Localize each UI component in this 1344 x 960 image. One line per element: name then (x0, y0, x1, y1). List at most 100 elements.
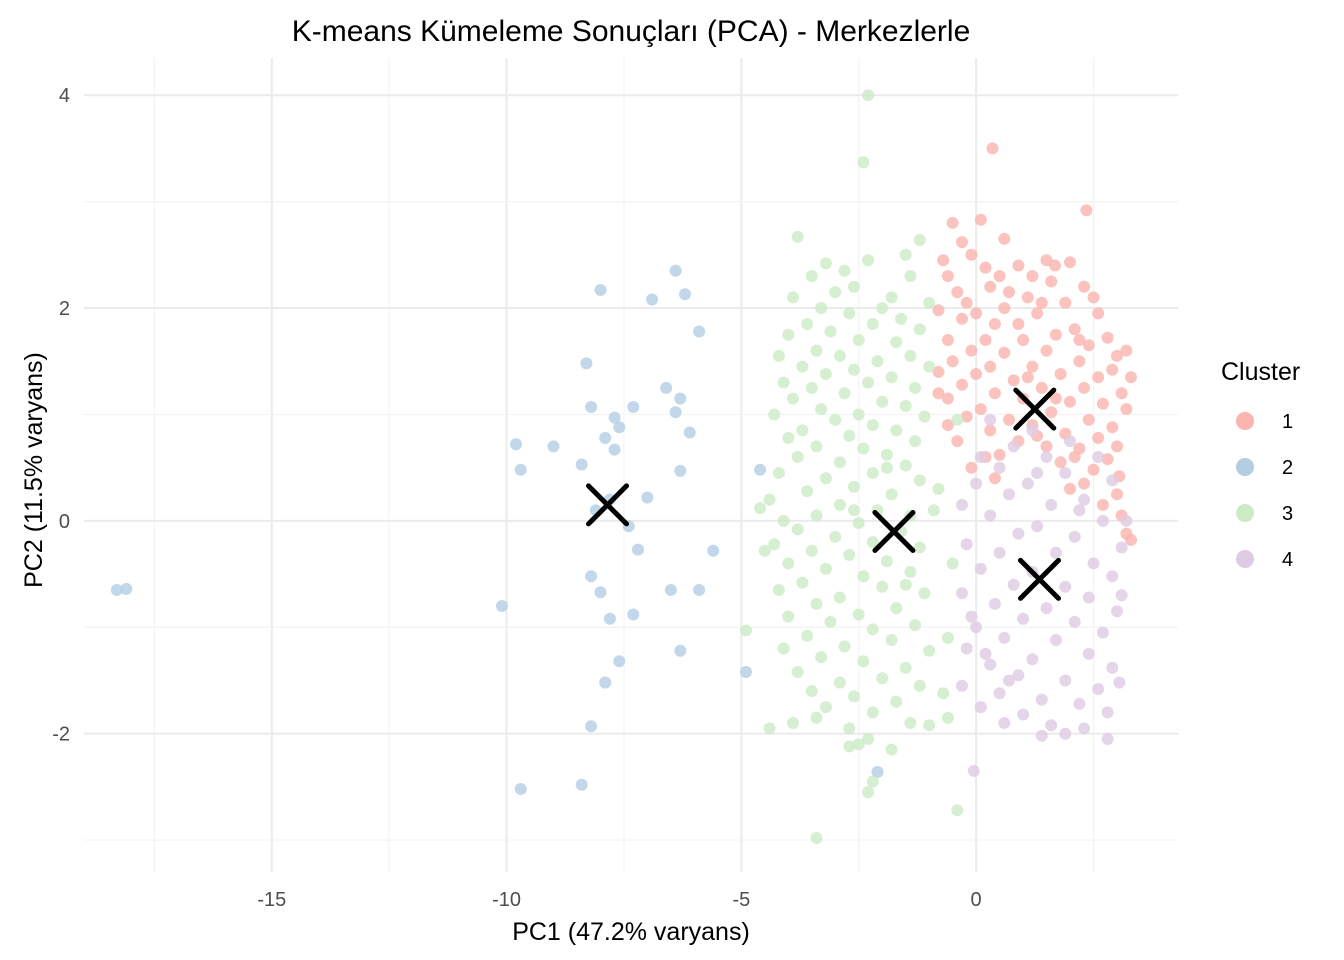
legend-label: 4 (1282, 549, 1293, 571)
data-point-cluster-1 (1012, 259, 1025, 272)
data-point-cluster-1 (1012, 318, 1025, 330)
data-point-cluster-1 (1092, 371, 1105, 384)
data-point-cluster-1 (941, 334, 954, 346)
axis-ticks: -15 -10 -5 0 -2 0 2 4 (52, 85, 981, 911)
data-point-cluster-3 (857, 442, 870, 455)
data-point-cluster-3 (740, 624, 752, 637)
data-point-cluster-3 (857, 156, 870, 169)
data-point-cluster-1 (1073, 355, 1086, 368)
data-point-cluster-3 (758, 544, 771, 557)
data-point-cluster-4 (1007, 440, 1020, 453)
data-point-cluster-2 (693, 325, 706, 338)
data-point-cluster-2 (594, 586, 607, 599)
data-point-cluster-1 (1049, 328, 1062, 341)
data-point-cluster-2 (514, 463, 527, 476)
data-point-cluster-3 (848, 690, 860, 703)
data-point-cluster-2 (674, 392, 687, 405)
data-point-cluster-3 (819, 368, 832, 380)
data-point-cluster-3 (890, 424, 903, 437)
legend-items: 1 2 3 4 (1236, 411, 1293, 571)
data-point-cluster-3 (810, 344, 823, 357)
data-point-cluster-3 (848, 363, 860, 376)
data-point-cluster-4 (988, 597, 1001, 610)
data-point-cluster-3 (904, 717, 917, 729)
data-point-cluster-3 (880, 461, 893, 474)
data-point-cluster-3 (904, 270, 917, 283)
cluster-center-4 (1017, 557, 1061, 601)
center-marker-stroke (1017, 557, 1061, 601)
data-point-cluster-2 (580, 357, 593, 370)
data-point-cluster-1 (1003, 286, 1015, 299)
data-point-cluster-4 (1059, 727, 1072, 740)
data-point-cluster-3 (895, 312, 907, 325)
data-point-cluster-1 (1078, 477, 1091, 490)
data-point-cluster-3 (819, 472, 832, 485)
data-point-cluster-3 (782, 610, 795, 623)
data-point-cluster-3 (772, 349, 785, 362)
legend-label: 1 (1282, 411, 1293, 433)
data-point-cluster-3 (866, 419, 879, 432)
data-point-cluster-2 (679, 288, 691, 301)
data-points (110, 89, 1137, 844)
data-point-cluster-1 (1045, 275, 1058, 288)
data-point-cluster-3 (791, 230, 804, 243)
data-point-cluster-4 (993, 461, 1006, 474)
data-point-cluster-3 (918, 410, 931, 423)
data-point-cluster-3 (890, 336, 903, 349)
data-point-cluster-3 (852, 608, 865, 621)
data-point-cluster-3 (937, 687, 950, 700)
data-point-cluster-4 (993, 546, 1006, 559)
data-point-cluster-4 (984, 509, 997, 522)
data-point-cluster-1 (951, 435, 964, 448)
data-point-cluster-4 (1092, 451, 1105, 463)
data-point-cluster-3 (876, 302, 889, 315)
data-point-cluster-3 (848, 480, 860, 493)
data-point-cluster-1 (941, 270, 954, 283)
data-point-cluster-3 (876, 672, 889, 685)
data-point-cluster-3 (810, 832, 823, 844)
data-point-cluster-3 (899, 578, 912, 591)
data-point-cluster-3 (833, 456, 846, 469)
data-point-cluster-1 (956, 312, 968, 325)
data-point-cluster-1 (979, 261, 992, 274)
data-point-cluster-3 (805, 544, 818, 557)
data-point-cluster-1 (998, 232, 1011, 245)
data-point-cluster-1 (1026, 270, 1039, 283)
data-point-cluster-1 (1068, 323, 1081, 336)
data-point-cluster-4 (1049, 546, 1062, 559)
data-point-cluster-4 (970, 621, 983, 634)
data-point-cluster-3 (857, 655, 870, 668)
data-point-cluster-2 (693, 584, 706, 596)
data-point-cluster-4 (998, 717, 1011, 729)
data-point-cluster-1 (1003, 413, 1015, 426)
data-point-cluster-2 (585, 720, 598, 733)
data-point-cluster-3 (843, 722, 856, 735)
data-point-cluster-1 (1080, 204, 1093, 217)
data-point-cluster-3 (909, 435, 922, 448)
data-point-cluster-3 (885, 488, 898, 501)
data-point-cluster-3 (815, 403, 828, 416)
data-point-cluster-3 (852, 334, 865, 346)
data-point-cluster-3 (819, 701, 832, 714)
data-point-cluster-3 (890, 695, 903, 708)
data-point-cluster-3 (885, 371, 898, 384)
data-point-cluster-4 (1101, 733, 1114, 745)
data-point-cluster-3 (791, 523, 804, 536)
data-point-cluster-4 (1049, 634, 1062, 646)
data-point-cluster-3 (787, 717, 799, 729)
data-point-cluster-4 (984, 658, 997, 671)
data-point-cluster-3 (862, 376, 875, 389)
data-point-cluster-3 (946, 557, 959, 570)
data-point-cluster-2 (627, 608, 640, 621)
data-point-cluster-1 (1092, 431, 1105, 444)
data-point-cluster-3 (782, 557, 795, 570)
y-tick-label: 4 (59, 85, 70, 107)
data-point-cluster-3 (913, 234, 926, 246)
data-point-cluster-4 (965, 610, 978, 623)
x-tick-label: -10 (492, 889, 521, 911)
data-point-cluster-3 (862, 89, 875, 102)
x-tick-label: -15 (257, 889, 286, 911)
x-tick-label: -5 (732, 889, 750, 911)
data-point-cluster-3 (866, 623, 879, 636)
data-point-cluster-2 (585, 570, 598, 583)
